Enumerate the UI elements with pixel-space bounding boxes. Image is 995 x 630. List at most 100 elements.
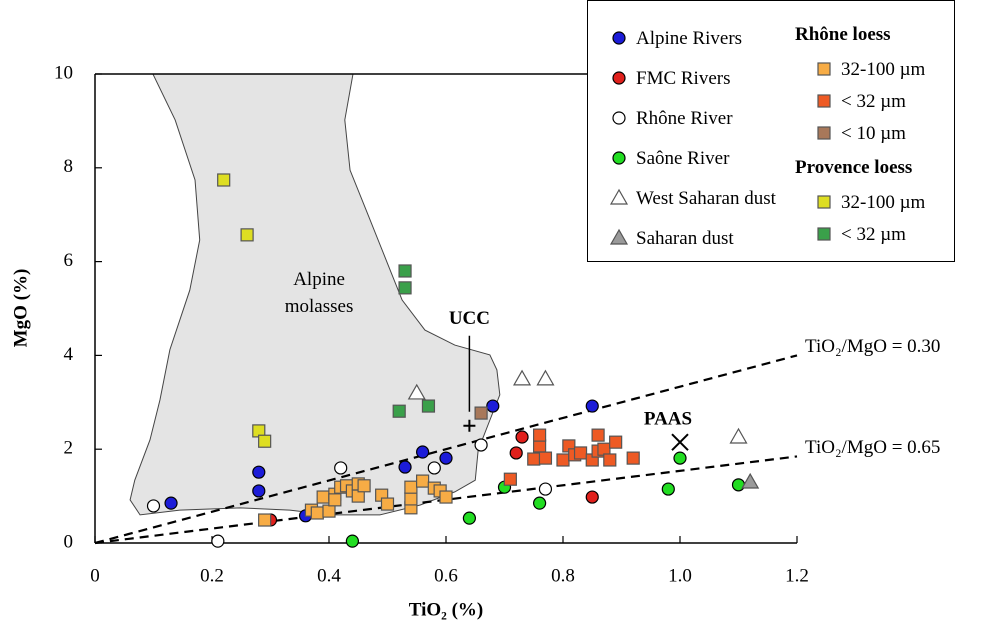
legend-label: Saône River	[636, 147, 730, 169]
point	[612, 71, 626, 85]
point	[252, 484, 266, 498]
legend-label: Rhône River	[636, 107, 733, 129]
point	[817, 94, 831, 108]
point	[612, 111, 626, 125]
x-tick-label: 0.4	[317, 565, 341, 586]
point	[603, 453, 617, 467]
point	[416, 474, 430, 488]
y-tick-label: 0	[64, 531, 74, 552]
legend-item: 32-100 µm	[813, 188, 925, 216]
point	[380, 497, 395, 511]
point	[532, 428, 547, 442]
point	[612, 31, 626, 45]
x-tick-label: 0.6	[434, 565, 458, 586]
point	[310, 506, 324, 520]
point	[486, 399, 500, 413]
point	[211, 534, 225, 548]
point	[817, 227, 831, 241]
point	[673, 451, 687, 465]
point	[729, 427, 748, 444]
legend-label: FMC Rivers	[636, 67, 731, 89]
x-tick-label: 0.8	[551, 565, 575, 586]
point	[164, 496, 178, 510]
y-tick-label: 2	[64, 438, 74, 459]
point	[503, 472, 517, 486]
legend-label: West Saharan dust	[636, 187, 776, 209]
point	[328, 493, 342, 507]
point	[439, 490, 453, 504]
ratio-label: TiO₂/MgO = 0.65	[805, 437, 940, 458]
reference-marker	[671, 433, 689, 451]
point	[334, 461, 348, 475]
point	[532, 496, 547, 510]
legend-item: FMC Rivers	[608, 64, 731, 92]
legend-swatch	[612, 111, 626, 125]
y-tick-label: 10	[54, 62, 73, 83]
x-tick-label: 1.2	[785, 565, 809, 586]
legend: Rhône loess Provence loess Alpine Rivers FM…	[587, 0, 955, 262]
point	[515, 430, 529, 444]
point	[439, 451, 453, 465]
point	[513, 369, 532, 386]
legend-item: West Saharan dust	[608, 184, 776, 212]
x-tick-label: 0.2	[200, 565, 224, 586]
point	[474, 438, 488, 452]
region-label: Alpine molasses	[284, 269, 354, 318]
point	[462, 511, 476, 525]
point	[404, 480, 418, 494]
point	[392, 404, 406, 418]
legend-group-title: Rhône loess	[795, 24, 891, 45]
legend-swatch	[609, 228, 629, 245]
legend-item: < 32 µm	[813, 220, 906, 248]
reference-label: PAAS	[644, 409, 692, 430]
point	[509, 446, 523, 460]
point	[345, 534, 359, 548]
point	[404, 492, 418, 506]
point	[609, 188, 629, 205]
legend-swatch	[609, 188, 629, 205]
legend-swatch	[817, 94, 831, 108]
point	[322, 504, 336, 518]
legend-swatch	[817, 227, 831, 241]
point	[817, 62, 831, 76]
ratio-label: TiO₂/MgO = 0.30	[805, 336, 940, 357]
point	[741, 472, 760, 489]
point	[427, 461, 441, 475]
legend-swatch	[817, 195, 831, 209]
point	[585, 399, 599, 413]
point	[416, 445, 430, 459]
legend-item: < 10 µm	[813, 119, 906, 147]
point	[357, 479, 371, 493]
point	[407, 383, 426, 400]
legend-label: < 10 µm	[841, 122, 906, 144]
legend-item: < 32 µm	[813, 87, 906, 115]
point	[536, 369, 555, 386]
legend-swatch	[612, 71, 626, 85]
legend-swatch	[612, 31, 626, 45]
point	[398, 281, 412, 295]
point	[398, 460, 412, 474]
ratio-line	[94, 354, 798, 545]
legend-group-title: Provence loess	[795, 157, 913, 178]
point	[252, 465, 266, 479]
point	[585, 490, 599, 504]
legend-label: < 32 µm	[841, 90, 906, 112]
point	[591, 428, 605, 442]
legend-swatch	[612, 151, 626, 165]
legend-label: 32-100 µm	[841, 191, 926, 213]
y-tick-label: 8	[64, 156, 74, 177]
point	[316, 490, 330, 504]
point	[474, 406, 488, 420]
point	[258, 513, 272, 527]
reference-stroke	[671, 433, 689, 451]
legend-item: 32-100 µm	[813, 55, 925, 83]
y-tick-label: 4	[64, 344, 74, 365]
point	[731, 478, 746, 492]
point	[556, 453, 570, 467]
point	[146, 499, 161, 513]
x-tick-label: 1.0	[668, 565, 692, 586]
y-axis-label: MgO (%)	[10, 269, 31, 348]
point	[609, 435, 623, 449]
point	[612, 151, 626, 165]
